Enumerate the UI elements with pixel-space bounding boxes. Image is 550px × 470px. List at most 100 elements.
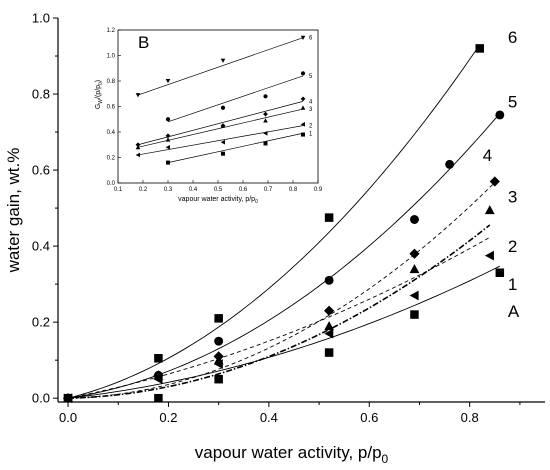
inset-y-tick-label: 0.0 <box>107 181 116 187</box>
marker-3 <box>489 176 500 187</box>
inset-series-label-1: 1 <box>309 131 313 137</box>
inset-x-tick-label: 0.3 <box>164 187 173 193</box>
inset-marker-3 <box>165 137 171 142</box>
marker-6 <box>324 213 334 222</box>
x-tick-label: 0.6 <box>360 410 378 425</box>
marker-4 <box>445 159 455 169</box>
inset-marker-3 <box>300 105 306 110</box>
inset-line-4 <box>137 101 304 146</box>
inset-y-tick-label: 0.2 <box>107 156 116 162</box>
y-tick-label: 0.0 <box>32 391 50 406</box>
inset-x-tick-label: 0.2 <box>139 187 148 193</box>
inset-x-axis-title-sub: 0 <box>255 199 258 205</box>
inset-x-axis-title: vapour water activity, p/p0 <box>178 196 258 205</box>
inset-marker-2 <box>165 145 170 150</box>
marker-3 <box>409 248 420 259</box>
inset-marker-4 <box>263 111 268 117</box>
curve-label-3: 3 <box>508 188 517 207</box>
inset-y-tick-label: 1.0 <box>107 54 116 60</box>
inset-series-label-2: 2 <box>309 124 313 130</box>
marker-4 <box>153 370 163 380</box>
inset-y-axis-title: GW/(p/p0) <box>95 80 104 109</box>
inset-line-1 <box>167 132 304 163</box>
marker-1 <box>484 250 494 261</box>
y-tick-label: 1.0 <box>32 11 50 26</box>
inset-series-label-6: 6 <box>309 36 313 42</box>
inset-marker-4 <box>300 96 306 102</box>
curve-A <box>67 265 501 399</box>
marker-2 <box>409 264 420 274</box>
x-tick-label: 0.0 <box>59 410 77 425</box>
inset-marker-4 <box>220 123 226 129</box>
inset-x-tick-label: 0.7 <box>264 187 273 193</box>
marker-4 <box>324 275 334 285</box>
inset-y-title-sub: W <box>98 99 104 104</box>
inset-marker-2 <box>135 152 140 158</box>
inset-line-6 <box>137 37 304 96</box>
inset-title: B <box>138 33 149 52</box>
inset-y-tick-label: 0.4 <box>107 130 116 136</box>
inset-marker-2 <box>220 139 225 145</box>
curve-1 <box>67 236 490 399</box>
inset-marker-6 <box>165 79 171 84</box>
inset-frame <box>117 29 319 184</box>
inset-x-tick-label: 0.8 <box>289 187 298 193</box>
y-tick-label: 0.6 <box>32 163 50 178</box>
inset-series-label-3: 3 <box>309 107 313 113</box>
curve-label-6: 6 <box>508 28 517 47</box>
curve-6 <box>67 44 481 399</box>
inset-x-tick-label: 0.1 <box>114 187 123 193</box>
inset-y-tick-label: 1.2 <box>107 28 116 34</box>
marker-3 <box>324 305 335 316</box>
inset-marker-6 <box>220 58 226 63</box>
inset-marker-4 <box>135 142 141 148</box>
marker-2 <box>484 205 495 215</box>
inset-plot: 0.1 0.2 0.3 0.4 0.5 0.6 0.7 0.8 0.9 0.0 0.2 0.4 0.6 0… <box>95 28 323 205</box>
marker-1 <box>324 328 334 339</box>
curve-3 <box>68 182 496 399</box>
marker-1 <box>409 290 419 301</box>
inset-marker-1 <box>263 141 268 146</box>
inset-x-tick-label: 0.4 <box>189 187 198 193</box>
inset-marker-6 <box>135 93 141 98</box>
inset-line-3 <box>137 108 304 148</box>
curve-label-5: 5 <box>508 93 517 112</box>
curve-2 <box>68 224 491 399</box>
marker-4 <box>214 336 224 346</box>
inset-marker-1 <box>301 132 305 137</box>
inset-y-title-end: ) <box>95 80 102 82</box>
inset-x-axis-title-main: vapour water activity, p/p <box>178 196 255 203</box>
curve-label-2: 2 <box>508 237 517 256</box>
inset-marker-1 <box>221 151 225 156</box>
x-axis-title-sub: 0 <box>382 452 389 466</box>
marker-A <box>324 348 334 357</box>
inset-line-5 <box>167 75 304 123</box>
inset-series-label-5: 5 <box>309 74 313 80</box>
inset-marker-6 <box>300 35 306 40</box>
inset-marker-4 <box>165 133 171 139</box>
x-axis-title: vapour water activity, p/p0 <box>195 443 389 466</box>
inset-marker-3 <box>263 118 268 123</box>
inset-marker-5 <box>263 94 268 99</box>
curve-5 <box>67 113 501 399</box>
curve-label-4: 4 <box>483 146 492 165</box>
inset-marker-5 <box>220 105 226 110</box>
inset-marker-1 <box>166 160 170 165</box>
inset-marker-5 <box>165 117 171 122</box>
inset-series-label-4: 4 <box>309 99 313 105</box>
inset-marker-2 <box>300 122 305 127</box>
inset-y-tick-label: 0.6 <box>107 105 116 111</box>
marker-3 <box>213 351 224 362</box>
marker-A <box>410 310 419 319</box>
x-tick-label: 0.4 <box>260 410 278 425</box>
marker-A <box>214 374 223 384</box>
inset-x-tick-label: 0.5 <box>214 187 223 193</box>
main-plot: 0.0 0.2 0.4 0.6 0.8 0.0 0.2 0.4 0.6 0.8 1.0 vapour … <box>4 11 545 466</box>
x-axis-title-main: vapour water activity, p/p <box>195 443 382 462</box>
curve-label-A: A <box>508 302 520 321</box>
y-axis-title: water gain, wt.% <box>4 148 23 274</box>
inset-x-tick-label: 0.9 <box>314 187 323 193</box>
marker-5 <box>495 110 505 120</box>
inset-line-2 <box>137 125 304 156</box>
